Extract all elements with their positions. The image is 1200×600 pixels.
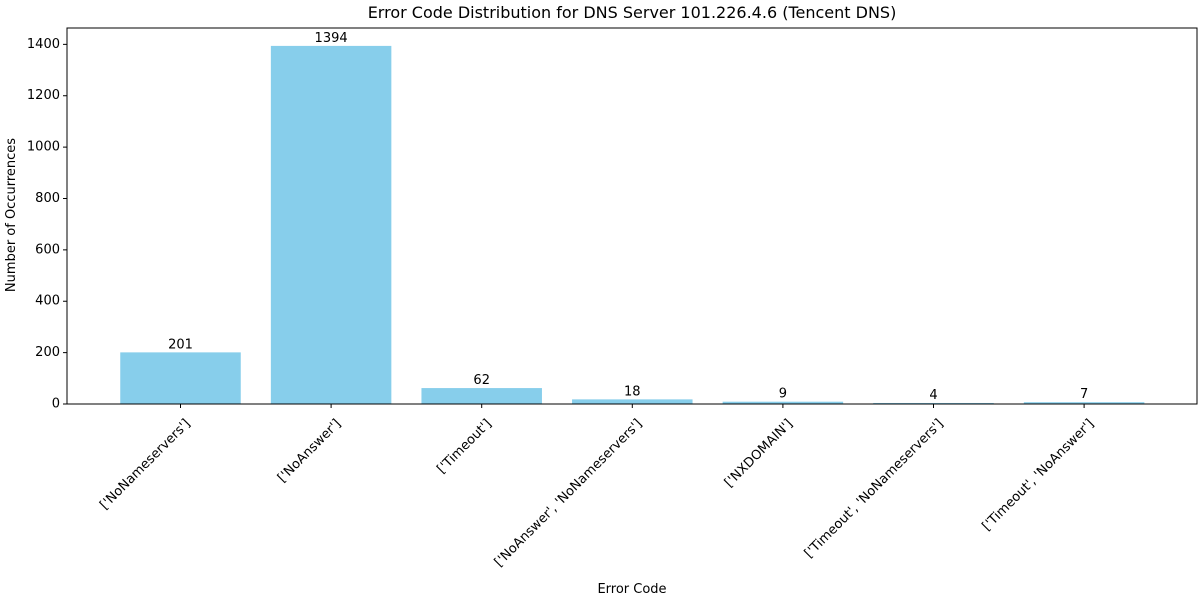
y-tick-label: 600 [35, 242, 60, 257]
plot-frame [66, 27, 1198, 405]
x-tick-label: ['NoAnswer'] [275, 416, 344, 485]
x-tick-label: ['NoAnswer', 'NoNameservers'] [492, 416, 646, 570]
bar-value-label: 62 [473, 373, 490, 388]
x-tick-label: ['NoNameservers'] [97, 416, 193, 512]
chart-title: Error Code Distribution for DNS Server 1… [368, 3, 897, 22]
bar [572, 399, 693, 404]
bar-value-label: 201 [168, 337, 193, 352]
y-tick-label: 1400 [27, 37, 60, 52]
bar [120, 352, 241, 404]
y-axis-label: Number of Occurrences [4, 138, 19, 292]
bar [270, 45, 392, 405]
bar-value-label: 18 [624, 384, 641, 399]
bar [873, 402, 994, 404]
plot-area: 201 ['NoNameservers'] 1394 ['NoAnswer'] 62 ['… [27, 27, 1198, 570]
y-tick-label: 0 [52, 397, 60, 412]
bar-value-label: 9 [779, 387, 787, 402]
x-tick-label: ['Timeout', 'NoNameservers'] [802, 416, 947, 561]
y-tick-label: 800 [35, 191, 60, 206]
bar [421, 388, 542, 404]
bar-value-label: 7 [1080, 387, 1088, 402]
x-tick-label: ['NXDOMAIN'] [722, 416, 796, 490]
bar-value-label: 1394 [315, 31, 348, 46]
y-tick-label: 400 [35, 294, 60, 309]
x-axis-label: Error Code [597, 582, 666, 597]
y-tick-label: 1200 [27, 88, 60, 103]
bar [1023, 402, 1145, 404]
y-tick-label: 1000 [27, 140, 60, 155]
x-tick-label: ['Timeout', 'NoAnswer'] [980, 416, 1098, 534]
y-tick-label: 200 [35, 345, 60, 360]
x-tick-label: ['Timeout'] [434, 416, 494, 476]
bar [722, 401, 844, 404]
bar-value-label: 4 [929, 388, 937, 403]
